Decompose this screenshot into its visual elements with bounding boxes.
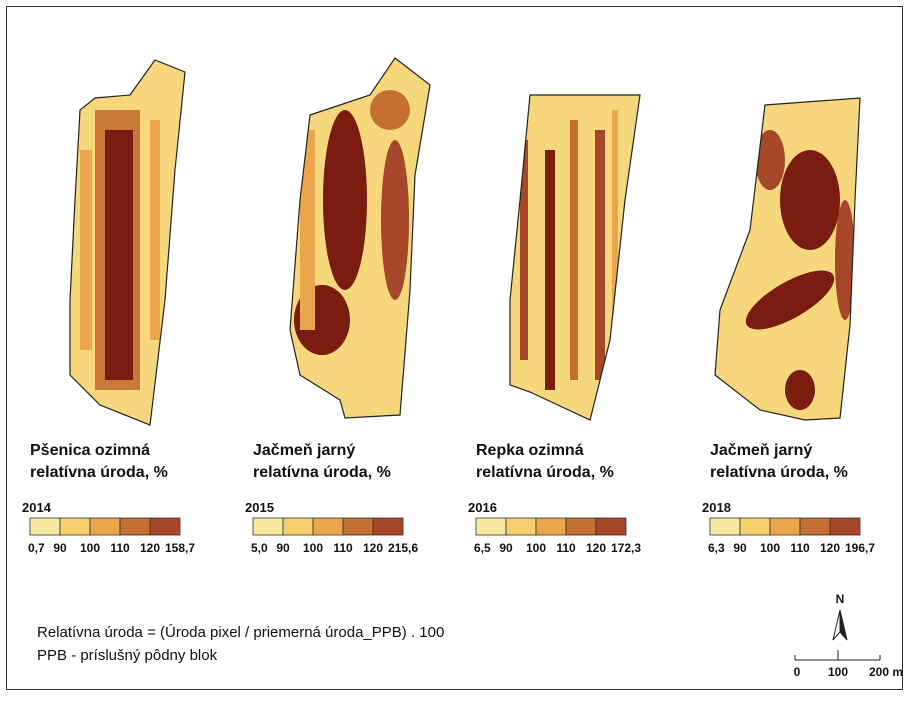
legend-label: 90 <box>53 541 67 555</box>
legend-swatch <box>343 518 373 535</box>
scale-label: 200 m <box>869 665 903 679</box>
scale-label: 0 <box>794 665 801 679</box>
legend-year: 2015 <box>245 500 274 515</box>
note: PPB - príslušný pôdny blok <box>37 647 218 664</box>
legend-label: 0,7 <box>28 541 45 555</box>
legend-label: 100 <box>760 541 780 555</box>
legend-swatch <box>150 518 180 535</box>
legend-swatch <box>770 518 800 535</box>
legend-label: 6,3 <box>708 541 725 555</box>
note: Relatívna úroda = (Úroda pixel / priemer… <box>37 624 444 641</box>
scale-bar <box>795 650 880 660</box>
panel-title: relatívna úroda, % <box>253 464 391 481</box>
field-map <box>710 95 865 425</box>
legend-label: 120 <box>140 541 160 555</box>
north-arrow <box>833 610 847 640</box>
legend-label: 110 <box>333 541 353 555</box>
legend-label: 5,0 <box>251 541 268 555</box>
legend-label: 100 <box>303 541 323 555</box>
panel-title: Jačmeň jarný <box>253 442 355 459</box>
panel-title: relatívna úroda, % <box>476 464 614 481</box>
legend-label: 196,7 <box>845 541 875 555</box>
legend-swatch <box>476 518 506 535</box>
legend-label: 90 <box>499 541 513 555</box>
north-label: N <box>836 592 845 606</box>
legend-swatch <box>373 518 403 535</box>
legend-swatch <box>90 518 120 535</box>
legend-label: 120 <box>586 541 606 555</box>
legend-swatch <box>313 518 343 535</box>
legend-swatch <box>283 518 313 535</box>
legend-swatch <box>536 518 566 535</box>
legend-label: 90 <box>733 541 747 555</box>
legend-label: 120 <box>363 541 383 555</box>
field-map <box>60 50 200 430</box>
panel-title: Jačmeň jarný <box>710 442 812 459</box>
legend-label: 172,3 <box>611 541 641 555</box>
panel-title: relatívna úroda, % <box>710 464 848 481</box>
legend-swatch <box>710 518 740 535</box>
legend-swatch <box>253 518 283 535</box>
legend-year: 2018 <box>702 500 731 515</box>
legend-label: 158,7 <box>165 541 195 555</box>
legend-label: 110 <box>110 541 130 555</box>
figure: Relatívna úroda = (Úroda pixel / priemer… <box>0 0 910 697</box>
legend-swatch <box>566 518 596 535</box>
legend-label: 6,5 <box>474 541 491 555</box>
legend-year: 2016 <box>468 500 497 515</box>
scale-label: 100 <box>828 665 848 679</box>
legend-label: 120 <box>820 541 840 555</box>
legend-label: 110 <box>556 541 576 555</box>
legend-swatch <box>506 518 536 535</box>
legend-swatch <box>120 518 150 535</box>
legend-label: 100 <box>80 541 100 555</box>
legend-swatch <box>740 518 770 535</box>
legend-label: 110 <box>790 541 810 555</box>
panel-title: relatívna úroda, % <box>30 464 168 481</box>
legend-swatch <box>830 518 860 535</box>
legend-swatch <box>596 518 626 535</box>
legend-swatch <box>800 518 830 535</box>
panel-title: Pšenica ozimná <box>30 442 150 459</box>
panel-title: Repka ozimná <box>476 442 584 459</box>
legend-swatch <box>30 518 60 535</box>
legend-year: 2014 <box>22 500 52 515</box>
legend-label: 100 <box>526 541 546 555</box>
legend-label: 90 <box>276 541 290 555</box>
legend-label: 215,6 <box>388 541 418 555</box>
legend-swatch <box>60 518 90 535</box>
